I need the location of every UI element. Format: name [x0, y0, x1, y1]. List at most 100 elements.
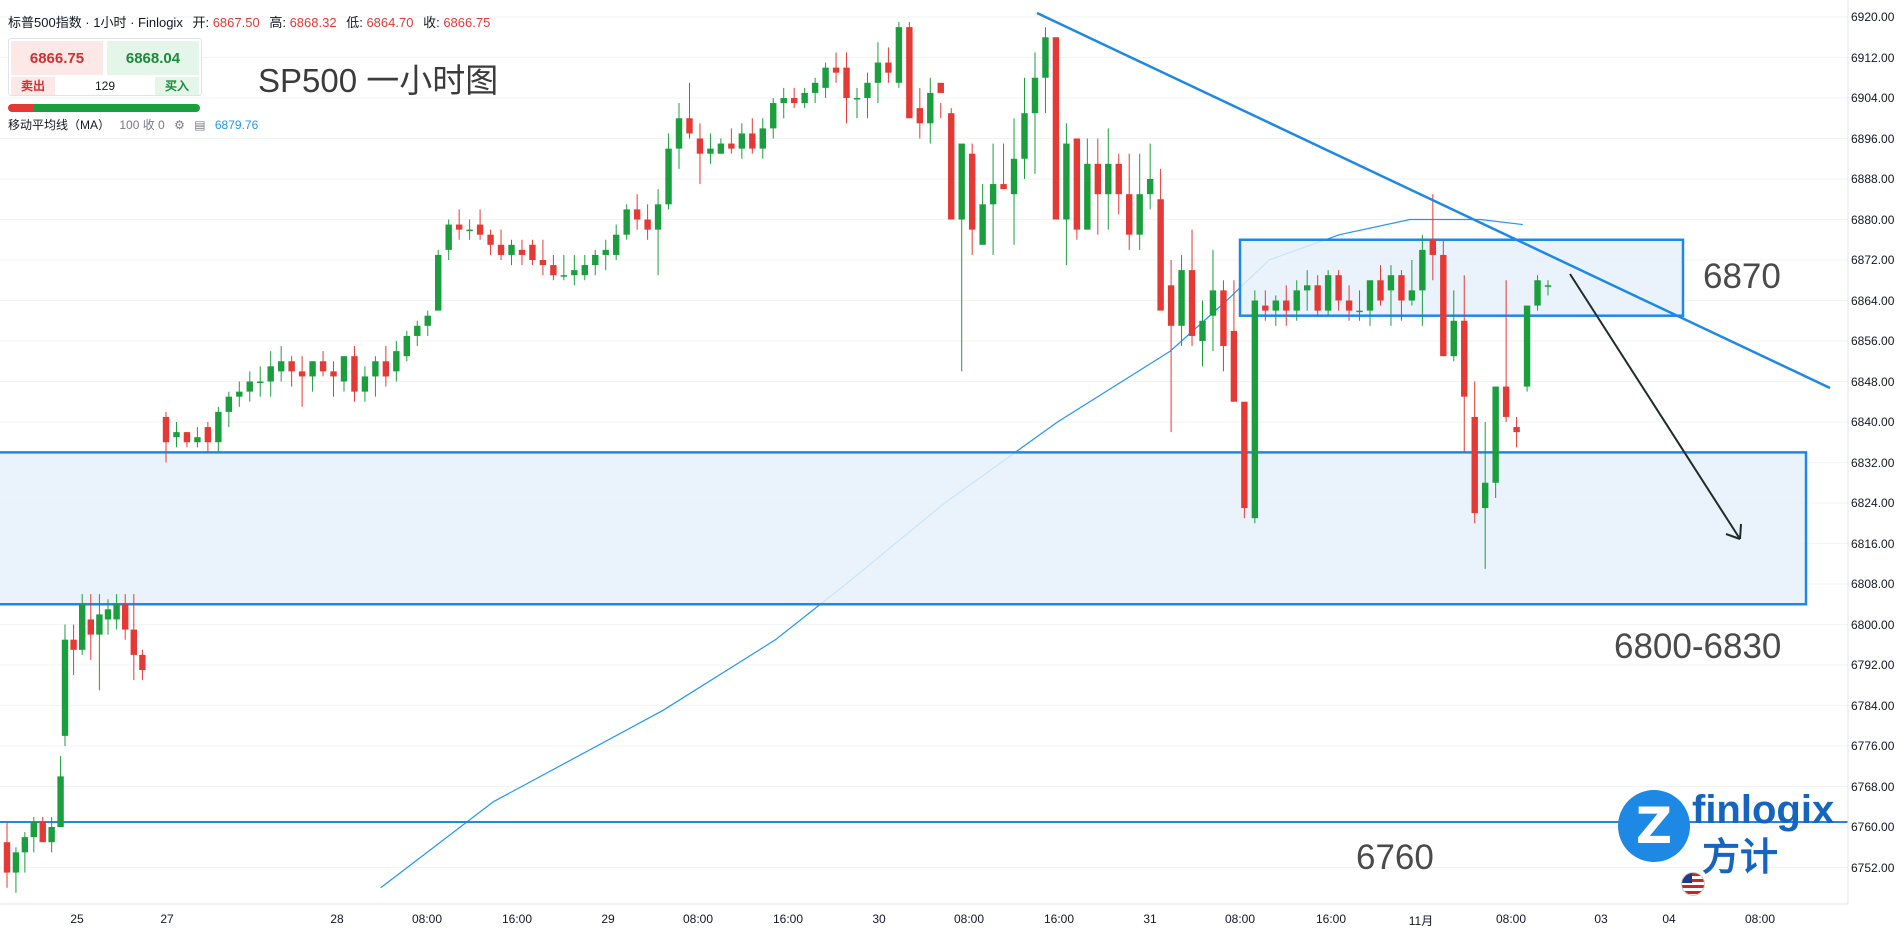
drawing-layer[interactable] — [0, 238, 1848, 823]
candle — [550, 265, 557, 276]
candle — [853, 98, 861, 100]
candle — [1293, 290, 1300, 311]
candle — [759, 128, 766, 149]
candle — [728, 143, 735, 149]
close-value: 6866.75 — [443, 15, 491, 30]
candle — [979, 204, 986, 245]
candle — [529, 244, 536, 260]
candle — [173, 432, 180, 438]
candle — [183, 432, 191, 443]
price-tick-label: 6832.00 — [1851, 455, 1895, 470]
ma-line — [380, 218, 1523, 889]
candle — [1105, 163, 1112, 195]
candle — [1126, 194, 1133, 235]
level-label-resistance: 6870 — [1703, 257, 1781, 296]
candle — [1272, 300, 1279, 311]
candle — [560, 275, 568, 277]
candle — [130, 629, 137, 655]
price-tick-label: 6768.00 — [1851, 779, 1895, 794]
sell-button[interactable]: 卖出 — [11, 77, 55, 95]
candle — [39, 821, 46, 843]
candle — [1010, 158, 1018, 195]
candle — [319, 361, 327, 372]
buy-price-button[interactable]: 6868.04 — [107, 41, 199, 75]
indicator-legend[interactable]: 移动平均线（MA） 100 收 0 ⚙ ▤ 6879.76 — [8, 116, 258, 133]
candle — [790, 98, 798, 104]
trend-drawings[interactable] — [1036, 11, 1831, 540]
candle — [476, 224, 484, 235]
symbol-header: 标普500指数 · 1小时 · Finlogix 开: 6867.50 高: 6… — [8, 12, 490, 31]
buy-ratio-bar — [34, 104, 200, 112]
candle — [393, 351, 400, 372]
candle — [1188, 270, 1196, 336]
candle — [508, 244, 515, 255]
price-tick-label: 6872.00 — [1851, 253, 1895, 267]
candle — [1042, 37, 1049, 78]
candle — [1021, 113, 1028, 159]
candle — [330, 371, 337, 377]
high-label: 高: — [269, 15, 286, 30]
candle — [194, 437, 201, 443]
candle — [48, 827, 55, 843]
price-tick-label: 6896.00 — [1851, 131, 1895, 146]
candle — [1262, 305, 1269, 311]
candle — [162, 416, 170, 443]
candle — [1345, 300, 1353, 311]
candle — [696, 138, 704, 154]
candle — [455, 224, 463, 230]
candle — [1063, 143, 1070, 220]
candle — [1377, 280, 1384, 301]
candle — [139, 654, 146, 671]
time-tick-label: 08:00 — [682, 912, 714, 926]
indicator-params: 100 收 0 — [119, 118, 165, 132]
price-tick-label: 6752.00 — [1851, 860, 1895, 875]
candle — [277, 361, 285, 372]
candle — [1523, 305, 1531, 387]
candle — [602, 249, 609, 255]
low-label: 低: — [346, 15, 363, 30]
ma-series-line — [380, 218, 1523, 889]
candle — [215, 411, 222, 443]
candle — [1178, 270, 1185, 326]
candle — [1534, 280, 1541, 306]
candle — [267, 366, 274, 382]
candle — [1419, 249, 1426, 291]
candle — [1314, 285, 1321, 311]
sell-price-button[interactable]: 6866.75 — [11, 41, 103, 75]
candle — [1031, 77, 1039, 114]
down-arrow-line[interactable] — [1569, 273, 1741, 540]
candle — [236, 391, 243, 397]
price-tick-label: 6808.00 — [1851, 577, 1895, 591]
level-label-zone: 6800-6830 — [1614, 627, 1782, 666]
candle — [424, 315, 431, 326]
buy-button[interactable]: 买入 — [155, 77, 199, 95]
candle — [466, 229, 473, 232]
candle — [1283, 300, 1290, 311]
zone-rect[interactable] — [0, 451, 1808, 606]
trend-line[interactable] — [1036, 11, 1831, 390]
candle — [832, 67, 840, 73]
candle — [906, 27, 913, 119]
candle — [1356, 310, 1363, 313]
gear-icon[interactable]: ⚙ — [174, 118, 185, 132]
candle — [104, 609, 112, 620]
clipboard-icon[interactable]: ▤ — [194, 118, 206, 132]
zone-rect[interactable] — [1238, 238, 1685, 317]
candle — [1335, 275, 1342, 301]
candle — [1146, 179, 1154, 195]
candle — [665, 148, 672, 205]
candle — [21, 837, 29, 853]
candle — [122, 604, 129, 630]
candle — [937, 82, 944, 93]
candle — [361, 376, 369, 392]
price-tick-label: 6776.00 — [1851, 739, 1895, 753]
candle — [518, 249, 526, 255]
price-tick-label: 6800.00 — [1851, 617, 1895, 632]
time-tick-label: 08:00 — [953, 912, 985, 926]
time-tick-label: 27 — [160, 912, 174, 926]
time-tick-label: 28 — [330, 912, 344, 926]
candle — [1366, 280, 1374, 311]
candle — [581, 265, 588, 276]
price-tick-label: 6848.00 — [1851, 374, 1895, 389]
